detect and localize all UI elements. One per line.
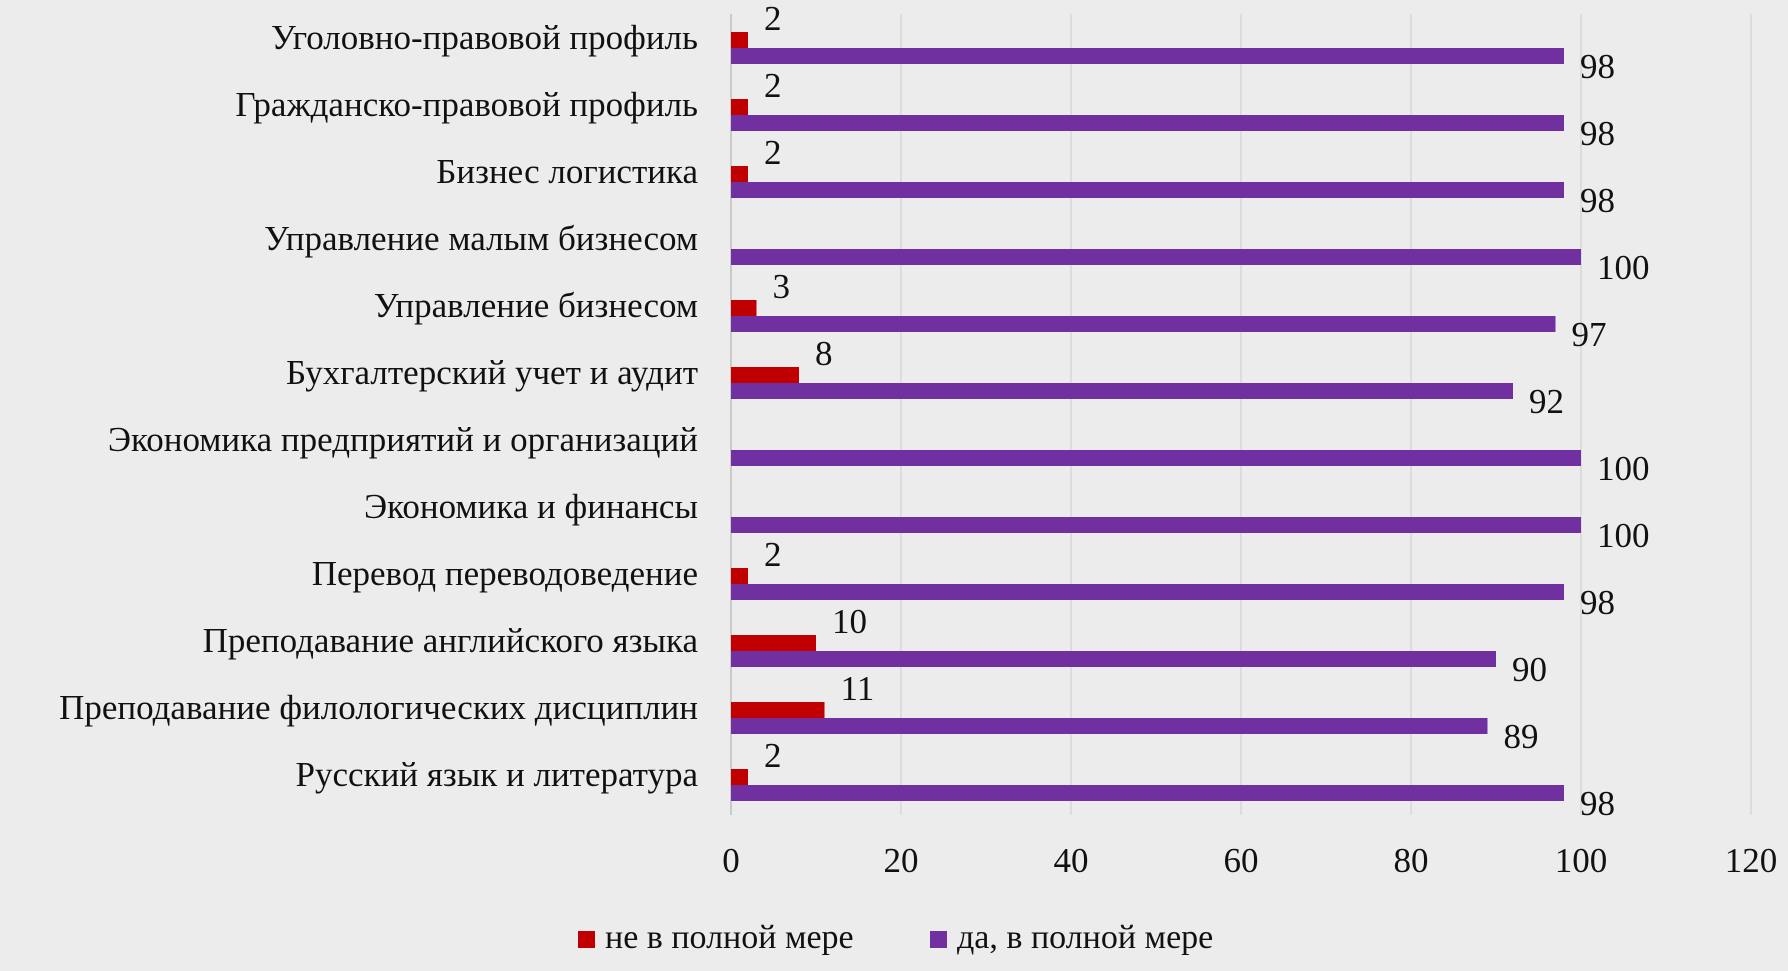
legend: не в полной мере да, в полной мере xyxy=(578,919,1213,956)
x-tick-label: 120 xyxy=(1725,841,1778,880)
gridlines xyxy=(730,14,1752,815)
data-label: 98 xyxy=(1580,47,1615,86)
data-label: 3 xyxy=(773,267,791,306)
bar-fully xyxy=(731,450,1581,466)
bars xyxy=(731,32,1581,801)
data-label: 100 xyxy=(1597,248,1650,287)
category-label: Управление бизнесом xyxy=(374,286,698,325)
bar-fully xyxy=(731,48,1564,64)
bar-not-fully xyxy=(731,300,757,316)
bar-fully xyxy=(731,115,1564,131)
data-label: 89 xyxy=(1504,717,1539,756)
data-label: 11 xyxy=(841,669,875,708)
legend-swatch xyxy=(578,931,595,948)
category-label: Перевод переводоведение xyxy=(312,554,698,593)
bar-not-fully xyxy=(731,99,748,115)
data-label: 100 xyxy=(1597,449,1650,488)
bar-not-fully xyxy=(731,568,748,584)
category-label: Бухгалтерский учет и аудит xyxy=(286,353,698,392)
bar-fully xyxy=(731,383,1513,399)
category-label: Бизнес логистика xyxy=(436,152,698,191)
bar-fully xyxy=(731,651,1496,667)
data-label: 2 xyxy=(764,133,782,172)
legend-label: не в полной мере xyxy=(605,919,854,956)
bar-not-fully xyxy=(731,769,748,785)
category-label: Гражданско-правовой профиль xyxy=(235,85,698,124)
data-label: 90 xyxy=(1512,650,1547,689)
category-label: Управление малым бизнесом xyxy=(264,219,698,258)
bar-fully xyxy=(731,316,1556,332)
bar-not-fully xyxy=(731,32,748,48)
data-label: 2 xyxy=(764,66,782,105)
bar-not-fully xyxy=(731,635,816,651)
bar-not-fully xyxy=(731,166,748,182)
category-label: Преподавание английского языка xyxy=(203,621,699,660)
data-label: 10 xyxy=(832,602,867,641)
x-tick-label: 60 xyxy=(1224,841,1259,880)
data-label: 2 xyxy=(764,0,782,38)
x-tick-label: 100 xyxy=(1555,841,1608,880)
category-labels: Уголовно-правовой профиль Гражданско-прав… xyxy=(59,18,698,794)
x-axis-ticks: 0 20 40 60 80 100 120 xyxy=(722,841,1777,880)
bar-fully xyxy=(731,182,1564,198)
bar-fully xyxy=(731,517,1581,533)
category-label: Уголовно-правовой профиль xyxy=(271,18,698,57)
x-tick-label: 40 xyxy=(1054,841,1089,880)
data-label: 98 xyxy=(1580,784,1615,823)
data-label: 100 xyxy=(1597,516,1650,555)
bar-fully xyxy=(731,584,1564,600)
data-label: 98 xyxy=(1580,181,1615,220)
category-label: Русский язык и литература xyxy=(296,755,699,794)
x-tick-label: 80 xyxy=(1394,841,1429,880)
bar-not-fully xyxy=(731,702,825,718)
data-label: 98 xyxy=(1580,114,1615,153)
category-label: Преподавание филологических дисциплин xyxy=(59,688,698,727)
bar-fully xyxy=(731,718,1488,734)
data-label: 92 xyxy=(1529,382,1564,421)
x-tick-label: 20 xyxy=(884,841,919,880)
legend-swatch xyxy=(930,931,947,948)
data-label: 8 xyxy=(815,334,833,373)
bar-not-fully xyxy=(731,367,799,383)
x-tick-label: 0 xyxy=(722,841,740,880)
bar-fully xyxy=(731,785,1564,801)
data-label: 2 xyxy=(764,535,782,574)
bar-fully xyxy=(731,249,1581,265)
data-label: 97 xyxy=(1572,315,1607,354)
data-label: 98 xyxy=(1580,583,1615,622)
legend-label: да, в полной мере xyxy=(957,919,1213,956)
data-label: 2 xyxy=(764,736,782,775)
category-label: Экономика предприятий и организаций xyxy=(108,420,698,459)
category-label: Экономика и финансы xyxy=(364,487,698,526)
